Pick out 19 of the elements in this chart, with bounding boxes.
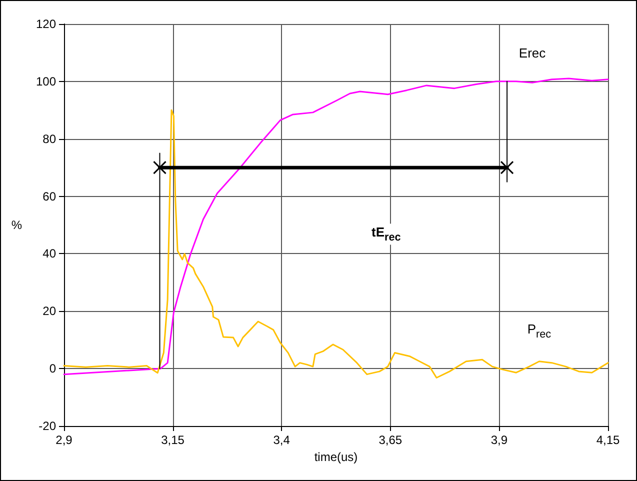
y-tick-label: 20 — [42, 304, 56, 318]
y-tick-label: 40 — [42, 246, 56, 261]
x-tick-label: 2,9 — [56, 433, 73, 447]
y-tick-label: 0 — [49, 362, 56, 376]
y-tick-label: -20 — [38, 419, 56, 433]
series-label: P$_{rec}$ — [527, 322, 552, 341]
x-tick-label: 3,65 — [378, 433, 402, 447]
y-tick-label: 60 — [42, 189, 56, 204]
annotation: tE$_{rec}$ — [369, 224, 403, 244]
x-tick-label: 3,4 — [273, 433, 290, 447]
y-tick-label: 80 — [42, 132, 56, 146]
x-tick-label: 4,15 — [596, 433, 620, 447]
x-tick-label: 3,9 — [490, 433, 508, 447]
series-label: Erec — [518, 45, 546, 60]
x-axis-title: time(us) — [314, 450, 358, 464]
y-tick-label: 120 — [36, 17, 56, 31]
y-axis-title: % — [11, 218, 22, 232]
y-tick-label: 100 — [36, 74, 56, 88]
x-tick-label: 3,15 — [161, 433, 185, 447]
